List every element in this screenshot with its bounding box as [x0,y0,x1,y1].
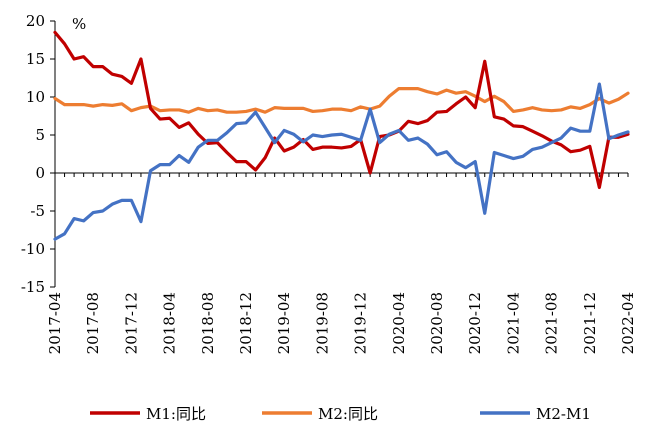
x-tick-label: 2020-08 [428,292,446,354]
x-tick-label: 2019-08 [313,292,331,354]
x-tick-label: 2021-12 [581,292,599,354]
x-tick-label: 2022-04 [619,292,637,354]
legend: M1:同比 M2:同比 M2-M1 [90,405,591,423]
x-tick-label: 2017-12 [122,292,140,354]
x-tick-label: 2019-04 [275,292,293,354]
y-tick-label: 20 [26,12,45,30]
series-line [53,82,630,241]
legend-label: M2:同比 [318,405,378,423]
series-line [53,87,630,114]
y-axis-ticks: -15 -10 -5 0 5 10 15 20 [21,12,55,296]
x-tick-label: 2018-08 [199,292,217,354]
series-line [53,30,630,190]
y-tick-label: -5 [30,202,45,220]
x-tick-label: 2021-08 [543,292,561,354]
x-tick-label: 2019-12 [352,292,370,354]
x-tick-label: 2021-04 [504,292,522,354]
y-tick-label: 10 [26,88,45,106]
x-tick-label: 2017-08 [84,292,102,354]
y-tick-label: 5 [35,126,45,144]
y-tick-label: 15 [26,50,45,68]
legend-label: M1:同比 [146,405,206,423]
x-tick-label: 2018-12 [237,292,255,354]
x-tick-label: 2017-04 [46,292,64,354]
y-unit-label: % [72,15,86,33]
y-tick-label: -10 [21,240,45,258]
y-tick-label: 0 [35,164,45,182]
y-tick-label: -15 [21,278,45,296]
series-lines [53,30,630,241]
x-tick-label: 2018-04 [161,292,179,354]
x-tick-label: 2020-12 [466,292,484,354]
legend-label: M2-M1 [536,405,591,423]
x-tick-label: 2020-04 [390,292,408,354]
x-axis-ticks: 2017-04 2017-08 2017-12 2018-04 2018-08 2018-… [46,173,637,354]
